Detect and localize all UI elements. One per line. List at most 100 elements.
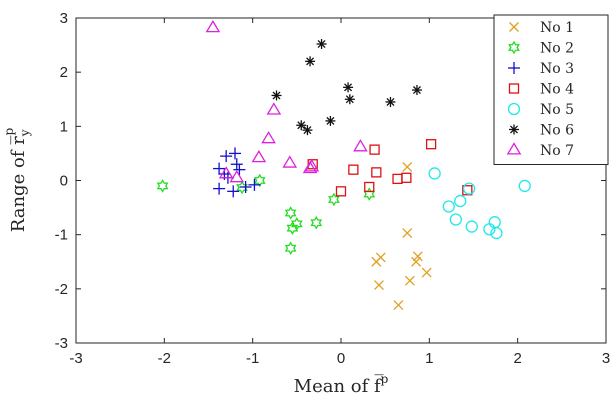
data-point <box>364 181 375 193</box>
x-axis-label-sup: p <box>381 372 389 386</box>
data-point <box>371 167 382 178</box>
data-point <box>328 192 340 207</box>
data-point <box>205 19 221 33</box>
legend-item: No 4 <box>508 82 574 98</box>
y-axis-label: Range of r̅yp <box>2 127 32 232</box>
x-axis-label: Mean of f̅p <box>294 372 389 397</box>
y-tick-label: -1 <box>55 227 68 244</box>
legend-box <box>493 14 609 165</box>
legend-marker <box>508 83 520 94</box>
y-tick-label: -2 <box>55 281 68 298</box>
data-point <box>248 178 261 191</box>
data-point <box>375 252 386 263</box>
legend-item: No 1 <box>509 20 574 36</box>
data-point <box>412 251 423 262</box>
y-axis-label-sup: p <box>2 127 16 135</box>
data-point <box>344 94 355 105</box>
data-point <box>454 194 467 208</box>
data-point <box>261 131 276 144</box>
legend-label: No 2 <box>540 41 574 57</box>
data-point <box>401 172 412 183</box>
data-point <box>462 185 473 196</box>
legend-item: No 6 <box>509 123 574 139</box>
series-1 <box>371 161 432 311</box>
data-point <box>236 180 248 195</box>
data-point <box>156 179 169 193</box>
x-tick-label: -1 <box>246 350 259 367</box>
legend-label: No 6 <box>540 123 574 139</box>
data-point <box>402 228 413 239</box>
data-point <box>227 185 240 198</box>
data-point <box>302 125 313 136</box>
legend-label: No 1 <box>540 20 574 36</box>
data-point <box>421 267 432 278</box>
legend-label: No 7 <box>540 143 574 159</box>
data-point <box>296 120 307 131</box>
data-point <box>253 173 266 188</box>
data-point <box>518 179 531 193</box>
data-point <box>233 163 246 176</box>
x-tick-label: 3 <box>602 350 610 367</box>
data-point <box>302 160 318 174</box>
x-tick-label: -3 <box>69 350 82 367</box>
data-point <box>411 85 422 96</box>
plot-frame <box>75 17 607 344</box>
data-point <box>282 155 298 168</box>
legend-marker <box>507 102 521 116</box>
x-tick-label: 0 <box>337 350 345 367</box>
data-point <box>465 220 478 233</box>
legend-marker <box>506 142 522 155</box>
data-point <box>284 206 297 220</box>
data-point <box>213 162 226 175</box>
data-point <box>393 300 404 311</box>
data-point <box>304 159 320 172</box>
data-point <box>404 275 415 286</box>
legend-label: No 4 <box>540 82 574 98</box>
y-tick-label: 3 <box>60 10 68 27</box>
legend-marker <box>509 22 519 32</box>
data-point <box>229 170 245 183</box>
y-axis-label-text: Range of r̅ <box>8 135 29 232</box>
data-point <box>271 90 282 101</box>
legend-item: No 2 <box>508 41 574 57</box>
x-tick-label: -2 <box>158 350 171 367</box>
data-point <box>310 215 323 230</box>
data-point <box>213 182 226 195</box>
y-tick-label: 0 <box>60 173 68 190</box>
data-point <box>490 226 503 240</box>
x-tick-label: 2 <box>513 350 521 367</box>
data-point <box>353 139 368 152</box>
data-point <box>335 186 347 197</box>
data-point <box>218 166 234 179</box>
legend-label: No 3 <box>540 61 574 77</box>
data-point <box>402 161 413 172</box>
series-2 <box>156 173 376 255</box>
legend: No 1 No 2 No 3 No 4 No 5 No 6 No 7 <box>493 14 609 165</box>
data-point <box>374 280 384 291</box>
data-point <box>442 200 455 213</box>
data-point <box>266 102 282 115</box>
y-tick-label: 1 <box>60 118 68 135</box>
data-point <box>449 213 462 226</box>
y-tick-label: -3 <box>55 335 68 352</box>
series-4 <box>307 139 473 197</box>
y-axis-label-sub: y <box>18 129 32 137</box>
data-point <box>462 182 476 195</box>
y-tick-label: 2 <box>60 64 68 81</box>
series-5 <box>428 167 531 240</box>
data-point <box>251 149 267 163</box>
data-point <box>230 158 243 171</box>
data-point <box>229 147 241 160</box>
legend-marker <box>508 62 520 74</box>
data-point <box>348 164 359 175</box>
x-axis-label-text: Mean of f̅ <box>294 374 384 397</box>
data-point <box>425 139 437 150</box>
data-point <box>286 221 299 235</box>
legend-item: No 5 <box>507 102 574 118</box>
data-point <box>305 56 316 67</box>
x-tick-label: 1 <box>425 350 433 367</box>
data-point <box>325 115 336 126</box>
series-6 <box>271 39 422 136</box>
